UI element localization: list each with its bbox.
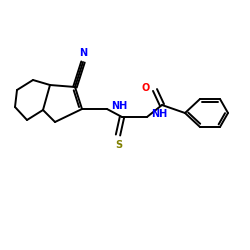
Text: NH: NH bbox=[111, 101, 127, 111]
Text: NH: NH bbox=[151, 109, 167, 119]
Text: O: O bbox=[142, 83, 150, 93]
Text: S: S bbox=[116, 140, 122, 150]
Text: N: N bbox=[79, 48, 87, 58]
